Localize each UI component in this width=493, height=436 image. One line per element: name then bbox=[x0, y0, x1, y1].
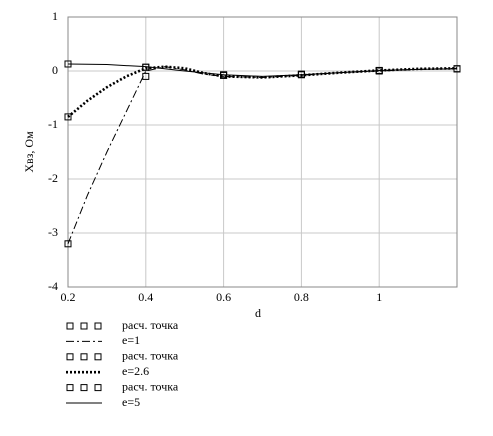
legend-swatch bbox=[80, 384, 88, 392]
series-line bbox=[67, 66, 458, 244]
legend-swatch bbox=[66, 353, 74, 361]
series-line bbox=[67, 63, 458, 77]
legend-label: e=2.6 bbox=[122, 364, 149, 378]
legend-label: e=5 bbox=[122, 395, 140, 409]
legend-label: расч. точка bbox=[122, 318, 179, 332]
legend-swatch bbox=[94, 322, 102, 330]
y-axis-label: Хвз, Ом bbox=[22, 131, 36, 173]
series-line bbox=[67, 65, 458, 118]
legend-swatch bbox=[94, 384, 102, 392]
legend-swatch bbox=[66, 322, 74, 330]
x-tick-label: 0.6 bbox=[216, 290, 231, 304]
data-point bbox=[64, 240, 72, 248]
y-tick-label: 0 bbox=[52, 63, 58, 77]
y-tick-label: -4 bbox=[48, 279, 58, 293]
y-tick-label: -3 bbox=[48, 225, 58, 239]
y-tick-label: -1 bbox=[48, 117, 58, 131]
plot-frame bbox=[67, 16, 458, 288]
legend-label: e=1 bbox=[122, 333, 140, 347]
x-axis-label: d bbox=[255, 306, 261, 320]
legend-swatch bbox=[80, 322, 88, 330]
data-point bbox=[64, 113, 72, 121]
legend-swatch bbox=[80, 353, 88, 361]
x-tick-label: 0.4 bbox=[138, 290, 153, 304]
x-tick-label: 1 bbox=[376, 290, 382, 304]
legend-swatch bbox=[94, 353, 102, 361]
x-tick-label: 0.8 bbox=[294, 290, 309, 304]
legend-label: расч. точка bbox=[122, 379, 179, 393]
y-tick-label: -2 bbox=[48, 171, 58, 185]
x-tick-label: 0.2 bbox=[61, 290, 76, 304]
legend-label: расч. точка bbox=[122, 349, 179, 363]
legend-swatch bbox=[66, 384, 74, 392]
y-tick-label: 1 bbox=[52, 9, 58, 23]
